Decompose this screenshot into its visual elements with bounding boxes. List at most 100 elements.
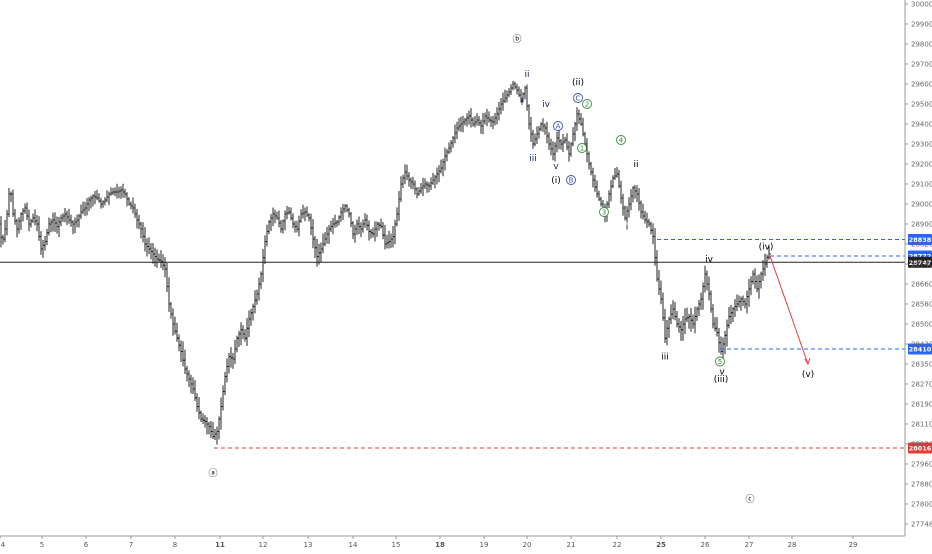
ohlc-bar <box>343 204 347 213</box>
ohlc-bar <box>425 181 429 193</box>
x-tick-label: 8 <box>173 541 177 549</box>
ohlc-bar <box>661 292 665 321</box>
ohlc-bar <box>441 158 445 177</box>
ohlc-bar <box>481 113 485 135</box>
wave-label: iii <box>661 353 669 363</box>
ohlc-bar <box>299 209 303 223</box>
ohlc-bar <box>339 207 343 222</box>
ohlc-bar <box>513 81 517 90</box>
ohlc-bar <box>713 317 717 332</box>
ohlc-bar <box>85 198 89 216</box>
ohlc-bar <box>163 257 167 278</box>
ohlc-bar <box>543 123 547 135</box>
ohlc-bar <box>215 426 219 445</box>
ohlc-bar <box>3 220 7 243</box>
projection-arrow <box>769 255 809 365</box>
ohlc-bar <box>437 165 441 183</box>
ohlc-bar <box>541 118 545 132</box>
wave-label: iv <box>542 100 551 110</box>
ohlc-bar <box>707 276 711 301</box>
ohlc-bar <box>277 210 281 228</box>
ohlc-bar <box>263 235 267 264</box>
y-tick-label: 28660 <box>911 281 932 289</box>
ohlc-bar <box>121 183 125 198</box>
ohlc-bar <box>419 183 423 194</box>
ohlc-bar <box>159 250 163 268</box>
ohlc-bar <box>403 164 407 185</box>
ohlc-bar <box>565 133 569 151</box>
ohlc-bar <box>275 211 279 220</box>
ohlc-bar <box>321 233 325 254</box>
wave-circle-text: 3 <box>602 209 606 217</box>
x-tick-label: 22 <box>613 541 622 549</box>
y-tick-label: 27880 <box>911 481 932 489</box>
ohlc-bar <box>453 124 457 144</box>
ohlc-bar <box>101 200 105 208</box>
wave-label: ii <box>633 160 638 170</box>
x-tick-label: 5 <box>40 541 44 549</box>
ohlc-bar <box>207 421 211 435</box>
wave-label: i <box>626 223 629 233</box>
ohlc-bar <box>357 216 361 234</box>
ohlc-bar <box>415 187 419 199</box>
price-tag-text: 28410 <box>909 346 932 354</box>
ohlc-bar <box>411 176 415 190</box>
ohlc-bar <box>41 239 45 258</box>
price-tag-text: 28016 <box>909 445 932 453</box>
wave-label-circled: 2 <box>582 99 592 109</box>
ohlc-bar <box>353 224 357 243</box>
ohlc-bar <box>397 190 401 221</box>
ohlc-bar <box>379 218 383 229</box>
ohlc-bar <box>431 172 435 185</box>
ohlc-bar <box>219 397 223 430</box>
ohlc-bar <box>53 212 57 232</box>
ohlc-bar <box>617 169 621 189</box>
wave-circle <box>599 207 609 217</box>
ohlc-bar <box>139 221 143 239</box>
x-tick-label: 19 <box>480 541 489 549</box>
ohlc-bar <box>197 397 201 420</box>
wave-label-circled: B <box>566 175 576 185</box>
ohlc-bar <box>13 208 17 225</box>
ohlc-bar <box>593 174 597 192</box>
ohlc-bar <box>461 115 465 133</box>
ohlc-bar <box>515 83 519 95</box>
ohlc-bar <box>615 166 619 178</box>
ohlc-bar <box>457 118 461 132</box>
ohlc-bar <box>295 220 299 233</box>
ohlc-bar <box>665 320 669 346</box>
ohlc-bar <box>589 161 593 176</box>
ohlc-bar <box>503 89 507 104</box>
ohlc-bar <box>297 215 301 237</box>
ohlc-bar <box>265 224 269 247</box>
ohlc-bar <box>757 274 761 299</box>
ohlc-bar <box>537 126 541 139</box>
ohlc-bar <box>317 243 321 265</box>
ohlc-bar <box>533 133 537 147</box>
price-tag: 28838 <box>908 234 932 245</box>
y-tick-label: 28030 <box>911 441 932 449</box>
ohlc-bar <box>73 217 77 234</box>
y-tick-label: 29900 <box>911 21 932 29</box>
ohlc-bar <box>525 84 529 111</box>
ohlc-bar <box>567 141 571 162</box>
ohlc-bar <box>351 221 355 240</box>
wave-circle <box>573 93 583 103</box>
y-tick-label: 28580 <box>911 301 932 309</box>
ohlc-bar <box>749 276 753 296</box>
ohlc-bar <box>141 222 145 243</box>
ohlc-bar <box>549 138 553 156</box>
ohlc-bar <box>117 186 121 199</box>
ohlc-bar <box>51 212 55 232</box>
ohlc-bar <box>527 104 531 130</box>
y-tick-label: 27960 <box>911 461 932 469</box>
x-tick-label: 12 <box>259 541 268 549</box>
ohlc-bar <box>577 109 581 124</box>
ohlc-bar <box>677 318 681 333</box>
ohlc-bar <box>751 270 755 285</box>
ohlc-bar <box>59 214 63 227</box>
ohlc-bar <box>181 341 185 367</box>
ohlc-bar <box>715 317 719 337</box>
ohlc-bar <box>221 385 225 411</box>
